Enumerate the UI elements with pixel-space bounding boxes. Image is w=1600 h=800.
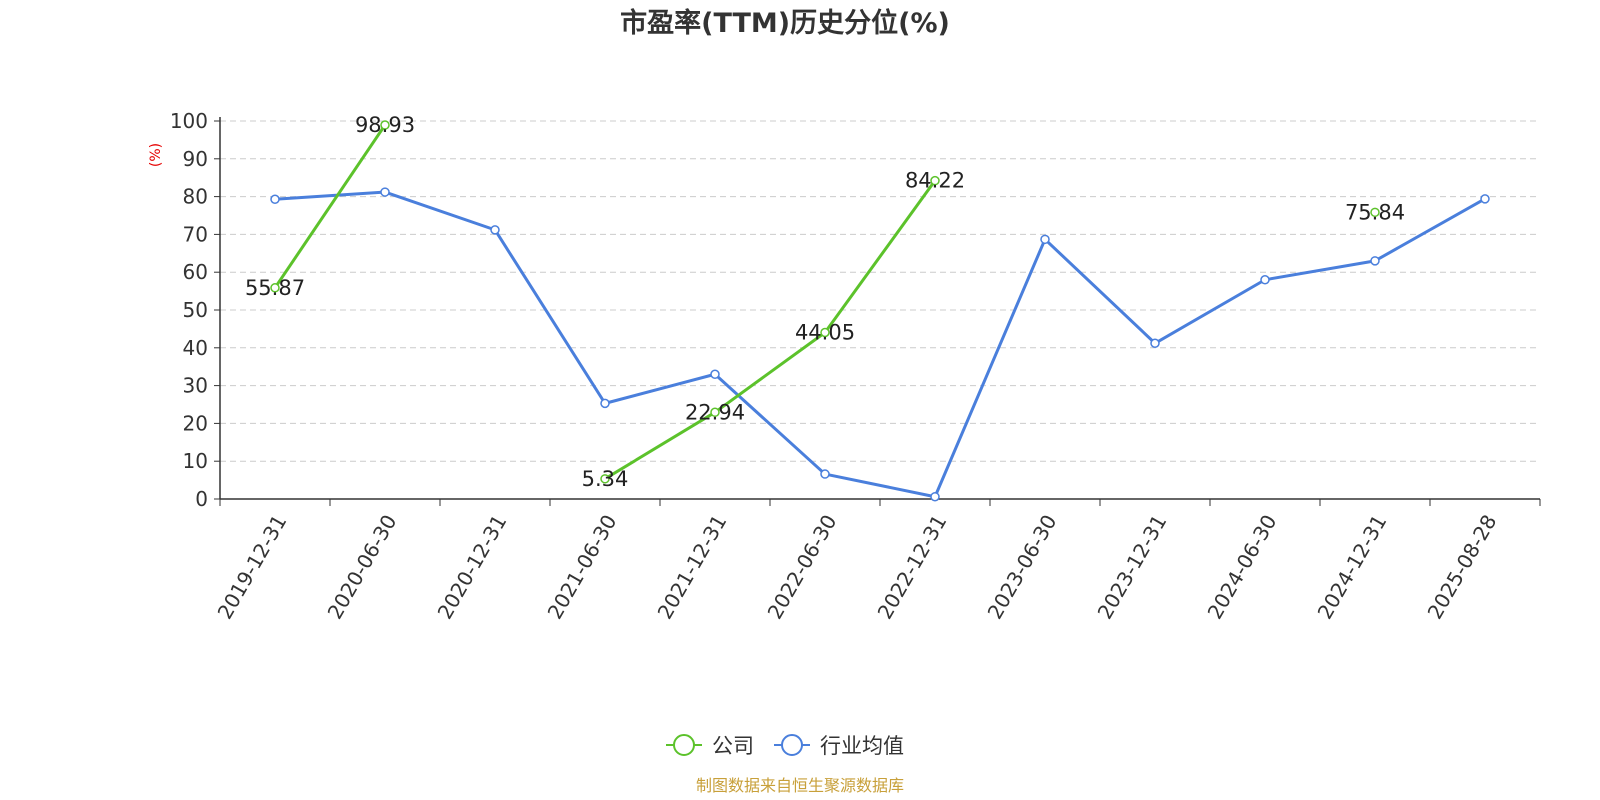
data-point[interactable] [490, 225, 500, 235]
source-note: 制图数据来自恒生聚源数据库 [696, 776, 904, 795]
x-tick-label: 2019-12-31 [213, 511, 292, 624]
x-tick-label: 2024-12-31 [1313, 511, 1392, 624]
x-tick-label: 2020-12-31 [433, 511, 512, 624]
data-point[interactable] [600, 474, 610, 484]
data-labels: 55.87 98.93 5.34 22.94 44.05 84.22 75.84 [245, 113, 1405, 491]
data-point[interactable] [820, 469, 830, 479]
series-line [274, 190, 1486, 499]
data-point[interactable] [1370, 207, 1380, 218]
series [270, 120, 1490, 502]
legend-item[interactable]: 公司 [666, 734, 754, 758]
legend-label: 公司 [712, 734, 754, 758]
data-point[interactable] [710, 407, 720, 418]
legend-marker [673, 734, 695, 756]
data-point[interactable] [710, 369, 720, 380]
legend-label: 行业均值 [820, 734, 904, 758]
y-tick-label: 50 [183, 298, 208, 322]
y-tick-label: 80 [183, 185, 208, 209]
x-tick-label: 2024-06-30 [1203, 511, 1282, 624]
data-label: 84.22 [905, 169, 965, 193]
y-tick-label: 100 [170, 109, 208, 133]
data-label: 22.94 [685, 400, 745, 424]
x-tick-label: 2022-06-30 [763, 511, 842, 624]
x-tick-label: 2023-12-31 [1093, 511, 1172, 624]
data-point[interactable] [380, 187, 390, 197]
data-point[interactable] [930, 175, 940, 186]
y-tick-label: 60 [183, 260, 208, 284]
axes: 0 10 20 30 40 50 60 70 80 90 100 2019-12-31 2020-06-… [170, 109, 1541, 624]
data-point[interactable] [270, 194, 280, 204]
data-point[interactable] [1260, 275, 1270, 285]
data-point[interactable] [1480, 194, 1490, 204]
chart-title: 市盈率(TTM)历史分位(%) [620, 7, 950, 39]
data-point[interactable] [930, 491, 940, 502]
data-point[interactable] [380, 120, 390, 130]
y-tick-label: 0 [195, 487, 208, 511]
x-tick-label: 2021-12-31 [653, 511, 732, 624]
series-line [604, 179, 937, 481]
y-tick-label: 30 [183, 374, 208, 398]
x-tick-label: 2021-06-30 [543, 511, 622, 624]
data-point[interactable] [820, 327, 830, 338]
x-tick-label: 2023-06-30 [983, 511, 1062, 624]
y-tick-label: 90 [183, 147, 208, 171]
data-point[interactable] [1150, 338, 1160, 349]
grid-lines [220, 120, 1540, 462]
y-axis-label: (%) [148, 143, 164, 167]
data-label: 55.87 [245, 276, 305, 300]
legend-marker [781, 734, 803, 756]
x-tick-label: 2022-12-31 [873, 511, 952, 624]
y-tick-label: 20 [183, 411, 208, 435]
data-point[interactable] [600, 398, 610, 409]
data-label: 98.93 [355, 113, 415, 137]
y-tick-label: 10 [183, 449, 208, 473]
x-tick-label: 2020-06-30 [323, 511, 402, 624]
y-tick-label: 40 [183, 336, 208, 360]
y-tick-label: 70 [183, 222, 208, 246]
data-point[interactable] [270, 283, 280, 293]
series-line [273, 124, 387, 289]
legend: 公司 行业均值 [666, 734, 904, 758]
x-tick-label: 2025-08-28 [1423, 511, 1502, 624]
data-point[interactable] [1040, 234, 1050, 245]
data-label: 44.05 [795, 320, 855, 344]
data-label: 75.84 [1345, 200, 1405, 224]
data-point[interactable] [1370, 256, 1380, 266]
legend-item[interactable]: 行业均值 [774, 734, 904, 758]
data-label: 5.34 [582, 467, 629, 491]
